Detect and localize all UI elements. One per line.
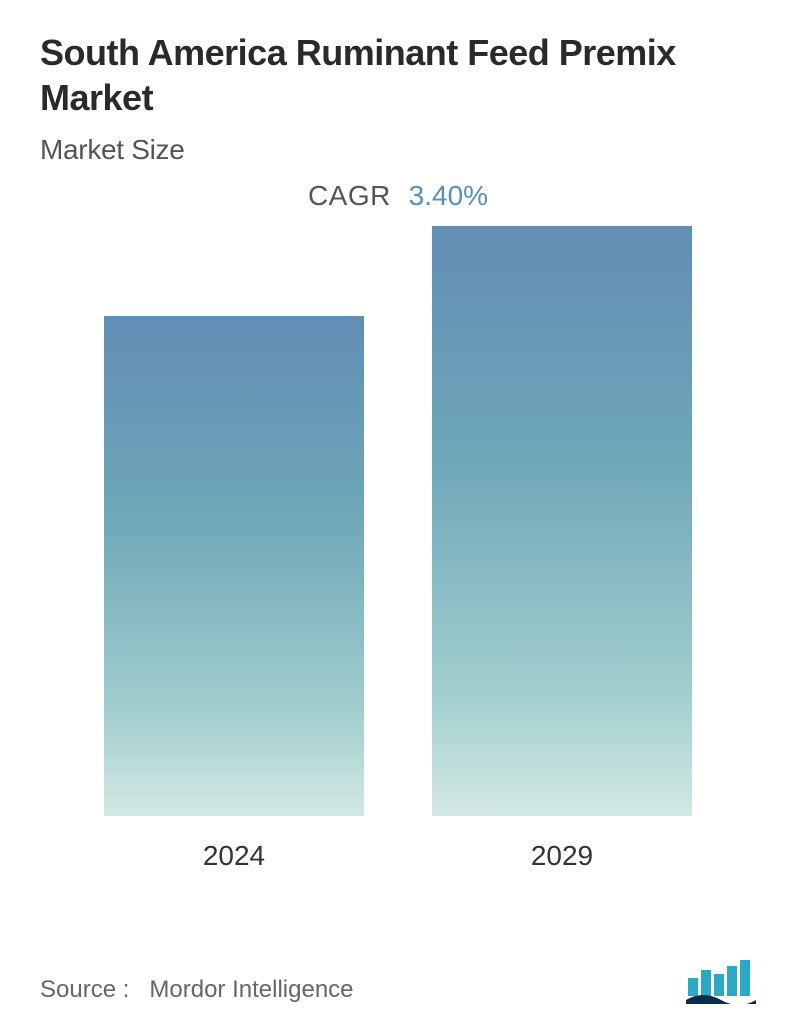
source-prefix: Source : bbox=[40, 976, 129, 1003]
bar-label-2029: 2029 bbox=[531, 840, 593, 872]
bar-label-2024: 2024 bbox=[203, 840, 265, 872]
bar-2029 bbox=[432, 226, 692, 816]
bar-group-2029: 2029 bbox=[432, 226, 692, 872]
source-name: Mordor Intelligence bbox=[149, 976, 353, 1003]
bar-2024 bbox=[104, 316, 364, 816]
cagr-label: CAGR bbox=[308, 180, 391, 211]
bar-group-2024: 2024 bbox=[104, 316, 364, 872]
cagr-row: CAGR 3.40% bbox=[40, 180, 756, 212]
page-title: South America Ruminant Feed Premix Marke… bbox=[40, 30, 756, 120]
cagr-value: 3.40% bbox=[409, 180, 488, 211]
bar-chart: 2024 2029 bbox=[40, 232, 756, 872]
footer: Source : Mordor Intelligence bbox=[40, 960, 756, 1004]
source-text: Source : Mordor Intelligence bbox=[40, 976, 354, 1004]
page-subtitle: Market Size bbox=[40, 134, 756, 166]
mn-logo-icon bbox=[686, 960, 756, 1004]
